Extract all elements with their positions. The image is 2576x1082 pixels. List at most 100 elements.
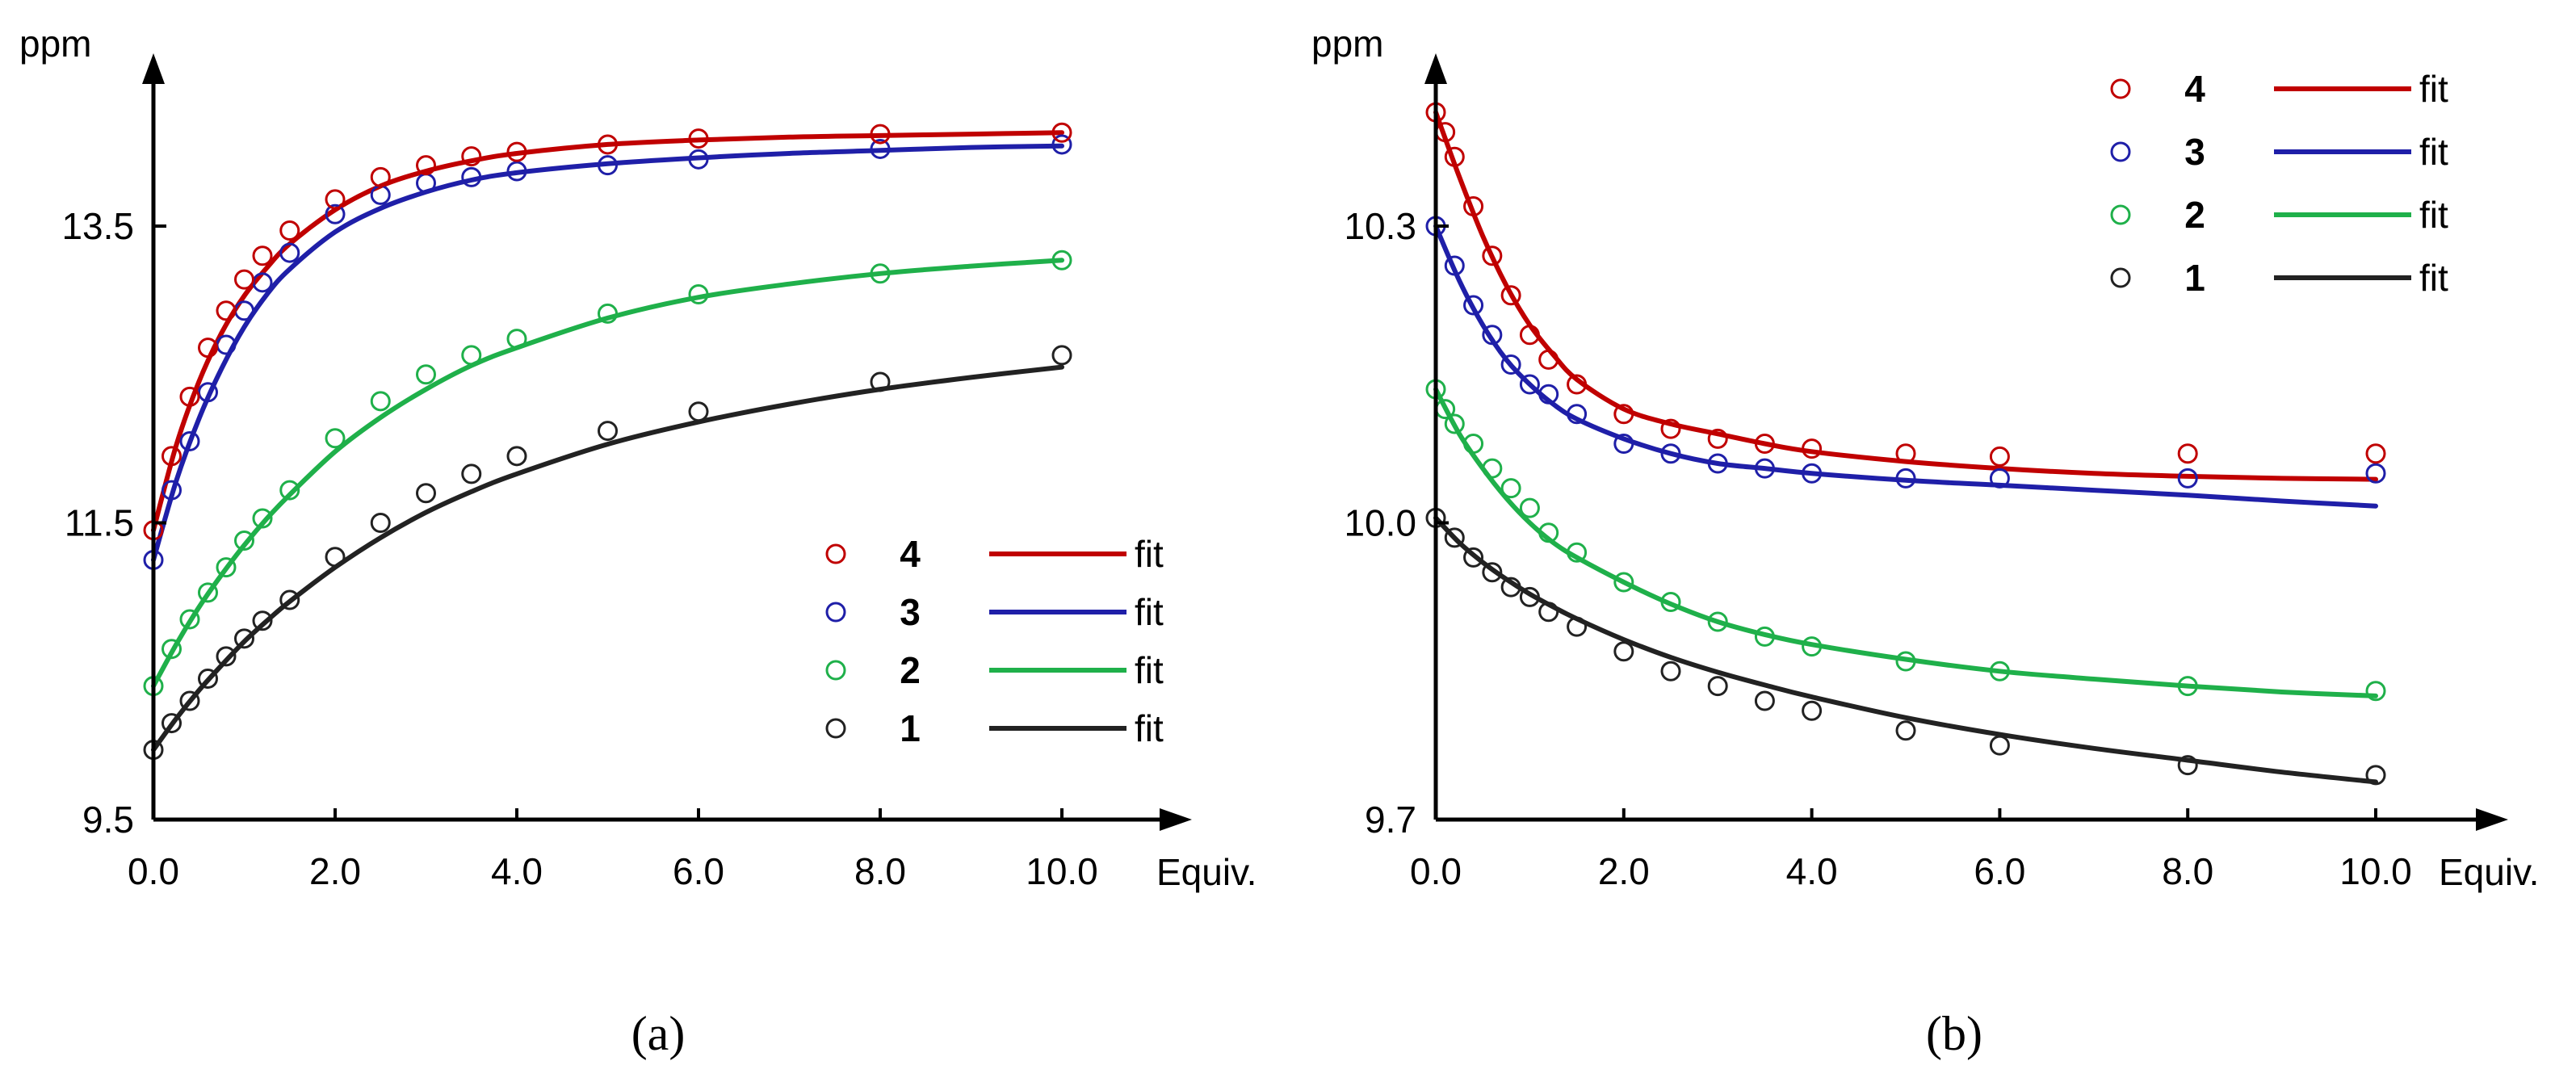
legend-a: 4 fit 3 fit 2 fit 1 fit <box>825 533 1164 749</box>
x-tick-label: 10.0 <box>1026 850 1098 892</box>
series-layer-b <box>1425 102 2386 786</box>
x-tick-label: 0.0 <box>128 850 179 892</box>
legend-label-2: 2 <box>900 649 921 691</box>
data-point-series-1 <box>1500 577 1521 598</box>
data-point-series-3 <box>1660 443 1681 464</box>
data-point-series-2 <box>252 508 273 529</box>
y-axis-arrow-a <box>142 53 165 84</box>
data-point-series-2 <box>1519 497 1540 518</box>
data-point-series-4 <box>179 386 200 407</box>
data-point-series-3 <box>2177 468 2198 489</box>
data-point-series-2 <box>1567 542 1588 563</box>
data-point-series-1 <box>216 646 237 667</box>
y-axis-arrow-b <box>1424 53 1447 84</box>
x-tick-label: 2.0 <box>1598 850 1650 892</box>
data-point-series-3 <box>370 184 391 205</box>
data-point-series-3 <box>1567 404 1588 425</box>
y-tick-label: 11.5 <box>65 502 134 544</box>
legend-fit-label-3: fit <box>1135 591 1164 633</box>
legend-marker-1 <box>2110 267 2131 288</box>
data-point-series-1 <box>162 713 182 734</box>
data-point-series-4 <box>252 245 273 266</box>
data-point-series-1 <box>1754 690 1775 711</box>
x-tick-label: 6.0 <box>1974 850 2025 892</box>
data-point-series-1 <box>1613 641 1634 662</box>
x-tick-label: 8.0 <box>2162 850 2213 892</box>
data-point-series-2 <box>1802 636 1823 657</box>
data-point-series-3 <box>1500 354 1521 375</box>
y-tick-label: 9.5 <box>82 799 134 841</box>
data-point-series-2 <box>216 557 237 578</box>
data-point-series-4 <box>1444 146 1465 167</box>
data-point-series-2 <box>870 263 891 284</box>
data-point-series-2 <box>461 345 482 366</box>
data-point-series-4 <box>198 338 218 359</box>
data-point-series-2 <box>1754 626 1775 647</box>
data-point-series-1 <box>1519 586 1540 607</box>
legend-label-3: 3 <box>900 591 921 633</box>
legend-marker-3 <box>2110 141 2131 162</box>
data-point-series-2 <box>234 531 254 551</box>
legend-b: 4 fit 3 fit 2 fit 1 fit <box>2110 68 2448 299</box>
data-point-series-1 <box>2177 755 2198 776</box>
legend-fit-label-2: fit <box>1135 649 1164 691</box>
data-point-series-4 <box>1567 374 1588 395</box>
legend-fit-label-4: fit <box>2419 68 2448 110</box>
data-point-series-3 <box>1895 468 1916 489</box>
data-point-series-2 <box>506 329 527 350</box>
data-point-series-4 <box>1463 196 1484 216</box>
data-point-series-2 <box>1463 434 1484 454</box>
x-tick-label: 10.0 <box>2339 850 2412 892</box>
x-axis-label-b: Equiv. <box>2439 851 2539 893</box>
data-point-series-3 <box>162 480 182 501</box>
data-point-series-1 <box>1482 562 1503 583</box>
data-point-series-3 <box>598 155 618 176</box>
data-point-series-2 <box>1707 611 1728 632</box>
x-ticks-b: 0.0 2.0 4.0 6.0 8.0 10.0 <box>1410 808 2412 892</box>
data-point-series-1 <box>461 463 482 484</box>
data-point-series-1 <box>1051 345 1072 366</box>
data-point-series-3 <box>1754 458 1775 479</box>
data-point-series-1 <box>2365 765 2386 786</box>
data-point-series-2 <box>1613 572 1634 593</box>
legend-fit-label-1: fit <box>1135 707 1164 749</box>
data-point-series-3 <box>870 138 891 159</box>
data-point-series-2 <box>1482 458 1503 479</box>
data-point-series-2 <box>1051 250 1072 270</box>
panel-label-b: (b) <box>1926 1007 1982 1060</box>
data-point-series-4 <box>216 300 237 321</box>
data-point-series-4 <box>870 124 891 145</box>
legend-marker-2 <box>2110 204 2131 225</box>
legend-label-4: 4 <box>900 533 921 575</box>
data-point-series-4 <box>1482 245 1503 266</box>
data-point-series-3 <box>179 430 200 451</box>
data-point-series-3 <box>1444 255 1465 276</box>
data-point-series-1 <box>1895 720 1916 741</box>
data-point-series-2 <box>598 303 618 324</box>
legend-marker-4 <box>2110 78 2131 99</box>
legend-label-1: 1 <box>900 707 921 749</box>
data-point-series-3 <box>198 382 218 403</box>
data-point-series-1 <box>370 513 391 533</box>
data-point-series-1 <box>179 690 200 711</box>
legend-marker-3 <box>825 602 846 623</box>
data-point-series-4 <box>370 166 391 187</box>
data-point-series-2 <box>370 391 391 412</box>
fit-line-series-3 <box>1433 224 2378 509</box>
data-point-series-1 <box>598 421 618 442</box>
data-point-series-4 <box>162 446 182 467</box>
data-point-series-2 <box>1500 478 1521 499</box>
fit-line-series-2 <box>1433 387 2378 698</box>
legend-fit-label-1: fit <box>2419 257 2448 299</box>
data-point-series-1 <box>325 547 346 568</box>
data-point-series-1 <box>1567 616 1588 637</box>
data-point-series-2 <box>279 480 300 501</box>
data-point-series-3 <box>1519 374 1540 395</box>
fit-line-series-4 <box>1433 110 2378 482</box>
data-point-series-2 <box>1895 651 1916 672</box>
data-point-series-4 <box>461 146 482 167</box>
y-tick-label: 9.7 <box>1365 799 1416 841</box>
data-point-series-2 <box>688 284 709 305</box>
legend-marker-2 <box>825 660 846 681</box>
legend-label-1: 1 <box>2184 257 2205 299</box>
